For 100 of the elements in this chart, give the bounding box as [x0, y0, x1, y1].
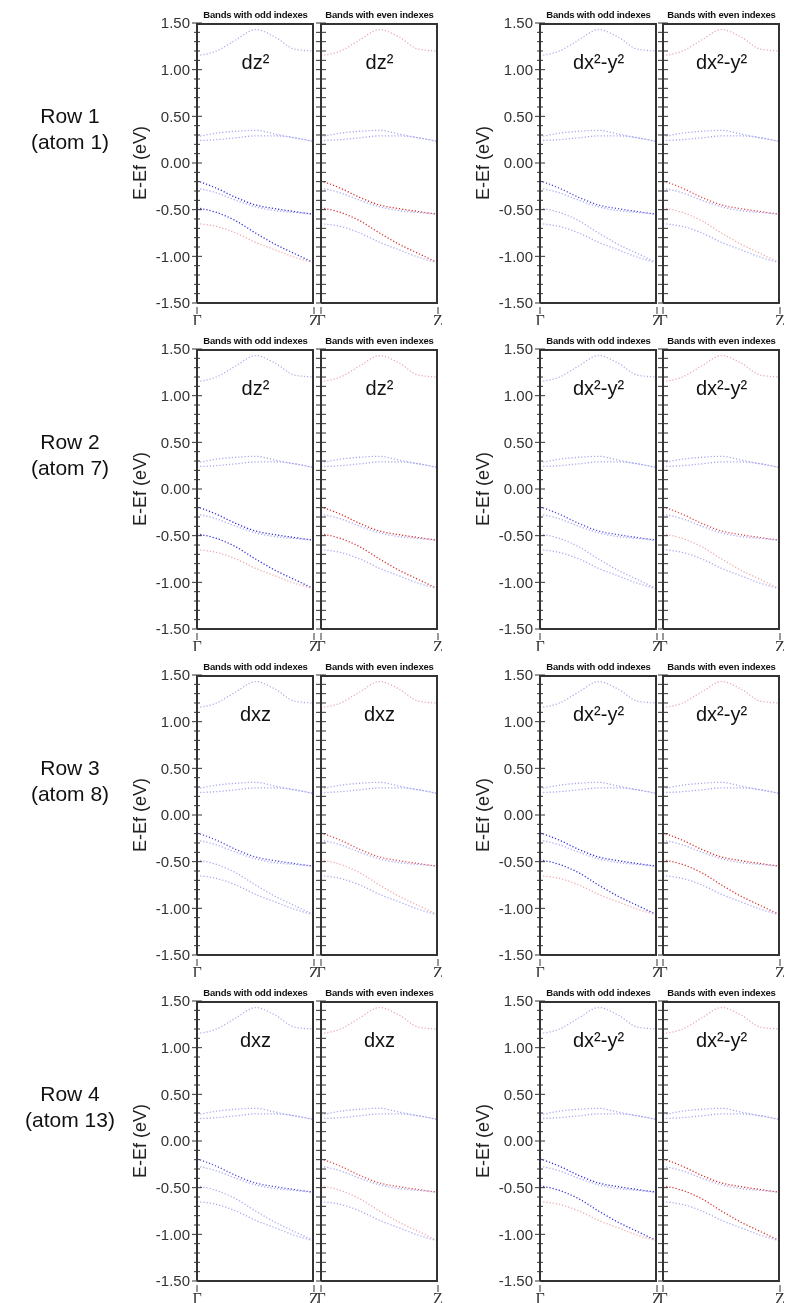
y-tick-label: -0.50 — [498, 1178, 533, 1196]
y-tick-label: 0.00 — [503, 1132, 533, 1150]
y-axis-title: E-Ef (eV) — [130, 125, 150, 201]
y-tick-label: -1.00 — [498, 1225, 533, 1243]
annotation: dz² — [364, 51, 395, 74]
chart-title: Bands with even indexes — [324, 335, 435, 346]
y-tick-label: -0.50 — [155, 526, 190, 544]
annotation: dx²-y² — [571, 377, 626, 400]
y-tick-label: 1.00 — [160, 1038, 190, 1056]
chart-title: Bands with odd indexes — [202, 335, 309, 346]
y-tick-label: 0.50 — [160, 759, 190, 777]
y-tick-label: -1.00 — [155, 573, 190, 591]
text: Row 2 (atom 7) — [30, 430, 110, 479]
y-tick-label: -1.00 — [498, 573, 533, 591]
y-tick-label: -1.50 — [155, 1272, 190, 1290]
chart-title: Bands with even indexes — [666, 987, 777, 998]
annotation: dx²-y² — [694, 377, 749, 400]
y-tick-label: 0.50 — [160, 107, 190, 125]
text: Row 4 (atom 13) — [25, 1082, 115, 1131]
chart-title: Bands with odd indexes — [545, 661, 652, 672]
annotation: dz² — [240, 377, 271, 400]
chart-title: Bands with odd indexes — [202, 661, 309, 672]
y-tick-label: 1.00 — [503, 1038, 533, 1056]
y-tick-label: -1.50 — [498, 620, 533, 638]
chart-title: Bands with odd indexes — [202, 987, 309, 998]
chart-title: Bands with even indexes — [666, 335, 777, 346]
chart-title: Bands with even indexes — [324, 987, 435, 998]
y-tick-label: 0.00 — [503, 480, 533, 498]
y-tick-label: 1.00 — [160, 386, 190, 404]
y-tick-label: 0.50 — [160, 1085, 190, 1103]
y-axis-title: E-Ef (eV) — [130, 451, 150, 527]
y-tick-label: 1.00 — [503, 386, 533, 404]
y-axis-title: E-Ef (eV) — [473, 451, 493, 527]
annotation: dx²-y² — [694, 1029, 749, 1052]
y-tick-label: -1.00 — [498, 247, 533, 265]
y-tick-label: 1.00 — [503, 60, 533, 78]
y-tick-label: -0.50 — [498, 526, 533, 544]
chart-title: Bands with even indexes — [666, 661, 777, 672]
y-tick-label: 0.00 — [160, 480, 190, 498]
y-tick-label: 1.50 — [503, 340, 533, 358]
annotation: dx²-y² — [694, 51, 749, 74]
y-tick-label: -0.50 — [155, 200, 190, 218]
y-tick-label: -1.50 — [498, 1272, 533, 1290]
annotation: dz² — [240, 51, 271, 74]
y-tick-label: -0.50 — [498, 200, 533, 218]
annotation: dxz — [238, 1029, 273, 1052]
annotation: dx²-y² — [694, 703, 749, 726]
y-tick-label: -1.50 — [155, 620, 190, 638]
y-tick-label: 1.00 — [160, 712, 190, 730]
annotation: dz² — [364, 377, 395, 400]
y-tick-label: 1.50 — [160, 340, 190, 358]
annotation: dx²-y² — [571, 703, 626, 726]
y-axis-title: E-Ef (eV) — [473, 125, 493, 201]
chart-title: Bands with odd indexes — [545, 335, 652, 346]
y-tick-label: -1.50 — [498, 294, 533, 312]
y-tick-label: 1.50 — [503, 14, 533, 32]
y-tick-label: -0.50 — [155, 852, 190, 870]
annotation: dxz — [362, 703, 397, 726]
chart-title: Bands with odd indexes — [545, 9, 652, 20]
y-tick-label: 0.00 — [160, 1132, 190, 1150]
y-tick-label: -1.00 — [155, 899, 190, 917]
annotation: dx²-y² — [571, 51, 626, 74]
y-tick-label: 0.00 — [160, 154, 190, 172]
y-axis-title: E-Ef (eV) — [130, 777, 150, 853]
annotation: dx²-y² — [571, 1029, 626, 1052]
y-tick-label: 1.50 — [503, 992, 533, 1010]
y-tick-label: 0.00 — [503, 154, 533, 172]
chart-title: Bands with even indexes — [666, 9, 777, 20]
y-tick-label: -0.50 — [498, 852, 533, 870]
y-tick-label: 1.00 — [503, 712, 533, 730]
y-tick-label: 0.50 — [503, 433, 533, 451]
y-axis-title: E-Ef (eV) — [473, 777, 493, 853]
text: Row 1 (atom 1) — [30, 104, 110, 153]
chart-title: Bands with odd indexes — [202, 9, 309, 20]
y-tick-label: -1.00 — [155, 1225, 190, 1243]
chart-title: Bands with even indexes — [324, 9, 435, 20]
y-tick-label: 0.50 — [160, 433, 190, 451]
y-axis-title: E-Ef (eV) — [130, 1103, 150, 1179]
annotation: dxz — [362, 1029, 397, 1052]
annotation: dxz — [238, 703, 273, 726]
y-tick-label: -1.50 — [498, 946, 533, 964]
y-axis-title: E-Ef (eV) — [473, 1103, 493, 1179]
y-tick-label: -0.50 — [155, 1178, 190, 1196]
y-tick-label: 1.50 — [160, 666, 190, 684]
y-tick-label: 1.50 — [160, 992, 190, 1010]
y-tick-label: 1.50 — [503, 666, 533, 684]
y-tick-label: 0.50 — [503, 759, 533, 777]
chart-title: Bands with odd indexes — [545, 987, 652, 998]
y-tick-label: 0.50 — [503, 1085, 533, 1103]
chart-title: Bands with even indexes — [324, 661, 435, 672]
text: Row 3 (atom 8) — [30, 756, 110, 805]
y-tick-label: -1.00 — [155, 247, 190, 265]
y-tick-label: 0.00 — [503, 806, 533, 824]
y-tick-label: -1.50 — [155, 946, 190, 964]
y-tick-label: 1.00 — [160, 60, 190, 78]
y-tick-label: 1.50 — [160, 14, 190, 32]
y-tick-label: -1.50 — [155, 294, 190, 312]
y-tick-label: -1.00 — [498, 899, 533, 917]
y-tick-label: 0.00 — [160, 806, 190, 824]
y-tick-label: 0.50 — [503, 107, 533, 125]
